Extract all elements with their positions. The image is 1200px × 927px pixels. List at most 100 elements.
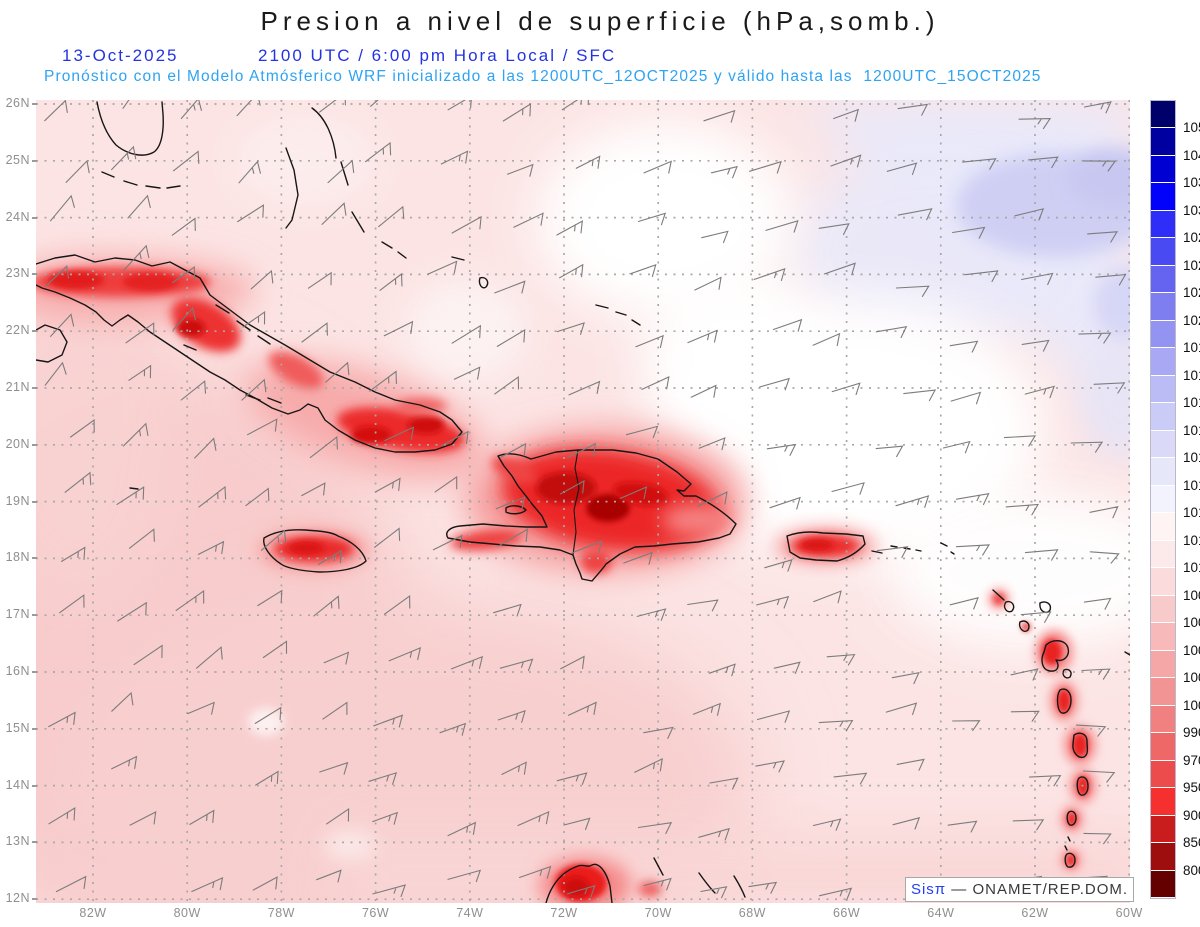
coast-cuba	[35, 254, 463, 453]
wind-barb	[453, 366, 481, 380]
wind-barb	[895, 285, 930, 297]
wind-barb	[556, 322, 585, 335]
lon-tick-label: 78W	[267, 906, 295, 920]
wind-barb	[198, 485, 227, 508]
colorbar-segment	[1151, 788, 1175, 816]
coast-hispaniola	[446, 449, 737, 582]
wind-barb	[886, 162, 918, 176]
wind-barb	[1083, 832, 1112, 845]
lat-tick-label: 20N	[5, 436, 30, 451]
colorbar-segment	[1151, 843, 1175, 871]
coast-puerto-rico	[786, 531, 866, 562]
lat-tick-label: 25N	[5, 152, 30, 167]
wind-barb	[127, 194, 151, 219]
wind-barb	[447, 869, 482, 883]
lat-tick-label: 22N	[5, 323, 30, 338]
wind-barb	[1070, 441, 1104, 453]
wind-barb	[497, 710, 526, 723]
wind-barb	[1089, 506, 1119, 519]
wind-barb	[326, 808, 350, 825]
wind-barb	[1018, 118, 1052, 130]
wind-barb	[571, 540, 603, 554]
wind-barb	[197, 540, 225, 555]
wind-barb	[65, 159, 90, 183]
wind-barb	[247, 418, 278, 436]
colorbar-segment	[1151, 210, 1175, 239]
wind-barb	[568, 380, 601, 396]
wind-barb	[70, 419, 95, 438]
wind-barb	[238, 160, 261, 184]
coast-florida-keys	[101, 171, 181, 189]
lat-tick-label: 13N	[5, 834, 30, 849]
wind-barb	[493, 603, 522, 617]
wind-barb	[322, 701, 348, 720]
wind-barb	[636, 608, 667, 621]
lat-tick-label: 19N	[5, 493, 30, 508]
wind-barb	[451, 324, 482, 344]
wind-barb	[502, 102, 532, 122]
wind-barb	[252, 876, 278, 891]
colorbar-segment	[1151, 733, 1175, 761]
wind-barb	[950, 391, 982, 405]
wind-barb	[895, 495, 930, 508]
lat-tick-label: 16N	[5, 664, 30, 678]
wind-barb	[175, 590, 205, 611]
page-title: Presion a nivel de superficie (hPa,somb.…	[260, 6, 940, 36]
wind-barb	[313, 595, 340, 617]
wind-barb	[325, 361, 350, 383]
lon-tick-label: 72W	[550, 906, 578, 920]
wind-barb	[518, 865, 552, 879]
lon-tick-label: 62W	[1021, 906, 1049, 920]
wind-barb	[441, 430, 469, 446]
wind-barb	[1021, 272, 1054, 286]
wind-barb	[903, 389, 937, 402]
wind-barb	[826, 653, 856, 666]
wind-barb	[831, 482, 865, 495]
wind-barb	[111, 145, 137, 171]
wind-barb	[49, 194, 75, 222]
colorbar-level-label: 1012	[1183, 532, 1200, 548]
lat-tick-mark	[32, 443, 37, 446]
wind-barb	[501, 761, 527, 775]
wind-barb	[1075, 724, 1107, 737]
wind-barb	[327, 159, 355, 184]
lon-tick-label: 64W	[927, 906, 955, 920]
wind-barb	[575, 155, 601, 169]
lon-tick-label: 66W	[832, 906, 861, 920]
colorbar-segment	[1151, 815, 1175, 844]
wind-barb	[560, 655, 585, 670]
wind-barb	[629, 264, 657, 278]
wind-barb	[1093, 382, 1126, 394]
wind-barb	[694, 276, 722, 291]
wind-barb	[623, 551, 653, 565]
wind-barb	[813, 590, 842, 604]
colorbar-segment	[1151, 568, 1175, 596]
wind-barb	[301, 482, 326, 497]
colorbar-segment	[1151, 293, 1175, 321]
wind-barb	[819, 887, 853, 900]
wind-barb	[189, 809, 215, 825]
wind-barb	[122, 422, 149, 447]
wind-barb	[257, 589, 283, 607]
wind-barb	[687, 329, 718, 344]
lat-tick-mark	[32, 330, 37, 333]
wind-barb	[566, 442, 596, 459]
wind-barb	[563, 817, 591, 831]
wind-barb	[1087, 231, 1119, 243]
lat-tick-label: 23N	[5, 266, 30, 281]
coast-leeward-islands	[940, 542, 1052, 632]
wind-barb	[812, 818, 842, 831]
wind-barb	[373, 714, 404, 728]
wind-barb	[560, 480, 585, 495]
pressure-map-svg	[0, 79, 1186, 927]
colorbar-segment	[1151, 265, 1175, 294]
lat-tick-label: 24N	[5, 209, 30, 224]
wind-barb	[309, 436, 338, 459]
wind-barb	[949, 597, 979, 610]
lat-tick-label: 14N	[5, 777, 30, 792]
coast-cayman	[129, 487, 139, 490]
wind-barb	[125, 322, 155, 344]
coastlines	[35, 101, 1131, 904]
wind-barb	[368, 772, 398, 785]
coast-bahamas	[285, 107, 641, 326]
